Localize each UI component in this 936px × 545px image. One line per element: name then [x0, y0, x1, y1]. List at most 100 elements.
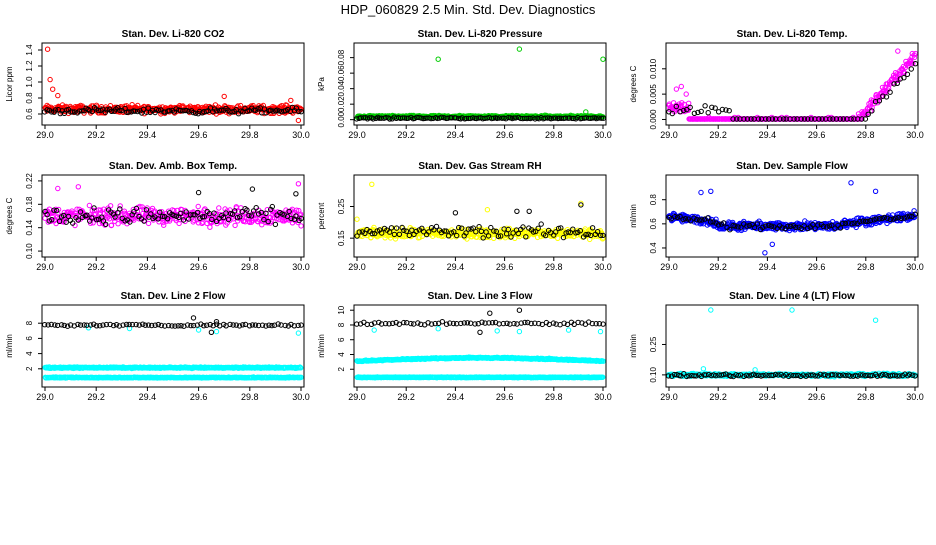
data-point	[51, 87, 55, 91]
data-point	[703, 104, 707, 108]
data-point	[196, 204, 200, 208]
y-tick-label: 0.08	[337, 49, 346, 65]
data-point	[674, 87, 678, 91]
x-tick-label: 29.2	[709, 130, 727, 140]
plot-frame	[666, 43, 918, 125]
points	[667, 49, 918, 122]
y-tick-label: 0.22	[25, 173, 34, 189]
y-axis-label: ml/min	[5, 334, 14, 358]
x-tick-label: 29.4	[139, 130, 157, 140]
points	[667, 181, 917, 255]
data-point	[909, 67, 913, 71]
y-tick-label: 2	[25, 366, 34, 371]
data-point	[56, 93, 60, 97]
x-tick-label: 29.8	[857, 262, 875, 272]
x-tick-label: 29.0	[36, 130, 54, 140]
points	[42, 47, 303, 123]
x-tick-label: 29.6	[190, 392, 208, 402]
x-tick-label: 29.8	[241, 392, 259, 402]
data-point	[770, 242, 774, 246]
y-tick-label: 0.18	[25, 196, 34, 212]
data-point	[679, 84, 683, 88]
data-point	[289, 98, 293, 102]
x-tick-label: 29.0	[348, 262, 366, 272]
panel-title: Stan. Dev. Line 3 Flow	[428, 291, 533, 302]
y-axis-label: degrees C	[5, 197, 14, 234]
y-tick-label: 0.04	[337, 80, 346, 96]
x-tick-label: 29.2	[87, 130, 105, 140]
points	[43, 182, 304, 230]
y-tick-label: 8	[25, 320, 34, 325]
x-tick-label: 29.6	[190, 262, 208, 272]
x-tick-label: 30.0	[292, 392, 310, 402]
panel-title: Stan. Dev. Li-820 Pressure	[418, 29, 543, 40]
y-tick-label: 6	[25, 336, 34, 341]
data-point	[247, 324, 251, 328]
y-tick-label: 0.14	[25, 219, 34, 235]
data-point	[896, 49, 900, 53]
data-point	[209, 330, 213, 334]
data-point	[539, 222, 543, 226]
data-point	[296, 182, 300, 186]
plot-frame	[354, 43, 606, 125]
y-tick-label: 0.8	[649, 194, 658, 206]
data-point	[45, 47, 49, 51]
data-point	[709, 189, 713, 193]
data-point	[217, 206, 221, 210]
y-tick-label: 0.010	[649, 58, 658, 79]
data-point	[684, 92, 688, 96]
y-tick-label: 1.0	[25, 76, 34, 88]
x-tick-label: 29.8	[545, 262, 563, 272]
panel-title: Stan. Dev. Sample Flow	[736, 161, 848, 172]
data-point	[515, 209, 519, 213]
x-tick-label: 29.4	[447, 262, 465, 272]
data-point	[849, 181, 853, 185]
points	[354, 47, 605, 121]
x-tick-label: 29.6	[496, 262, 514, 272]
points	[43, 316, 304, 381]
data-point	[296, 331, 300, 335]
y-axis-label: ml/min	[629, 204, 638, 228]
x-tick-label: 30.0	[906, 262, 924, 272]
data-point	[699, 190, 703, 194]
x-tick-label: 30.0	[906, 130, 924, 140]
x-tick-label: 29.4	[759, 130, 777, 140]
data-point	[763, 251, 767, 255]
panel-title: Stan. Dev. Line 2 Flow	[121, 291, 226, 302]
x-tick-label: 29.4	[759, 262, 777, 272]
y-axis-label: ml/min	[317, 334, 326, 358]
data-point	[601, 57, 605, 61]
data-point	[355, 217, 359, 221]
y-axis-label: degrees C	[629, 65, 638, 102]
x-tick-label: 30.0	[594, 262, 612, 272]
data-point	[436, 57, 440, 61]
data-point	[208, 225, 212, 229]
x-tick-label: 29.6	[808, 262, 826, 272]
x-tick-label: 29.6	[190, 130, 208, 140]
x-tick-label: 29.8	[241, 130, 259, 140]
data-point	[485, 208, 489, 212]
y-tick-label: 0.000	[649, 109, 658, 130]
figure-title: HDP_060829 2.5 Min. Std. Dev. Diagnostic…	[341, 2, 596, 17]
data-point	[191, 316, 195, 320]
data-point	[517, 47, 521, 51]
y-tick-label: 0.6	[649, 218, 658, 230]
points	[355, 182, 606, 241]
x-tick-label: 29.2	[397, 130, 415, 140]
data-point	[706, 111, 710, 115]
x-tick-label: 29.8	[241, 262, 259, 272]
y-tick-label: 0.15	[337, 230, 346, 246]
data-point	[299, 224, 303, 228]
x-tick-label: 30.0	[292, 130, 310, 140]
x-tick-label: 29.4	[139, 392, 157, 402]
x-tick-label: 29.2	[87, 262, 105, 272]
data-point	[116, 222, 120, 226]
